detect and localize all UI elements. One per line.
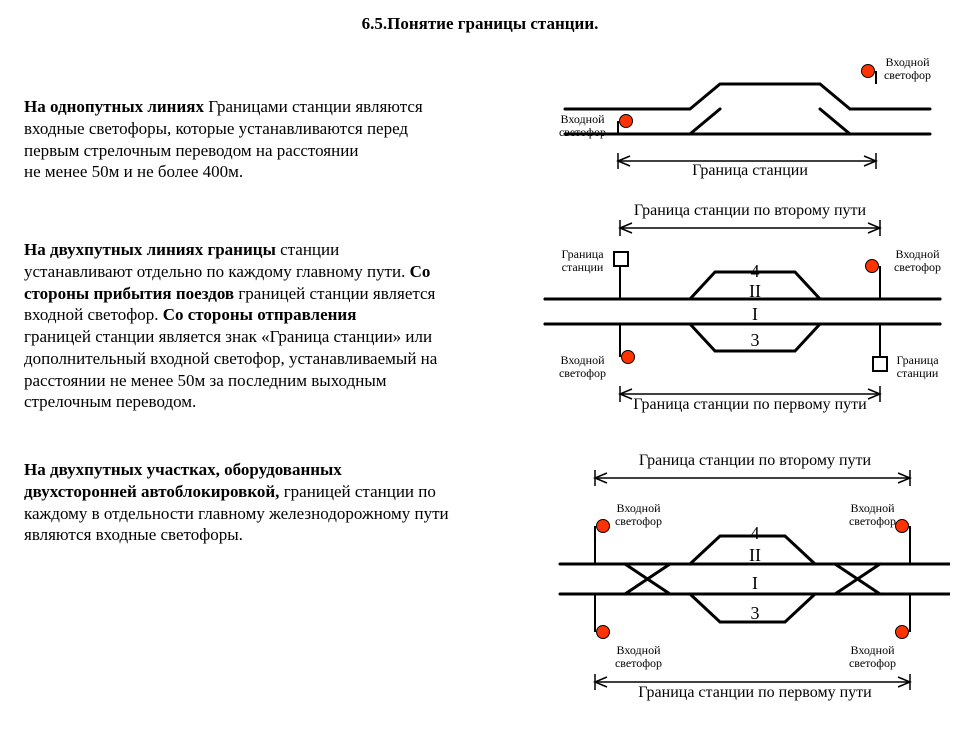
- d2-num3: 3: [740, 330, 770, 351]
- d1-caption: Граница станции: [650, 162, 850, 180]
- p2-b1: На двухпутных линиях границы: [24, 240, 280, 259]
- diagram-1: Входнойсветофор Входнойсветофор Граница …: [560, 49, 935, 181]
- d3-bot-caption: Граница станции по первому пути: [605, 684, 905, 702]
- d3-br: Входнойсветофор: [845, 644, 900, 669]
- p1-text2: не менее 50м и не более 400м.: [24, 162, 243, 181]
- diagram-3: Граница станции по второму пути Граница …: [555, 454, 950, 716]
- para-1: На однопутных линиях Границами станции я…: [24, 96, 444, 183]
- p2-t3: границей станции является знак «Граница …: [24, 327, 437, 411]
- d2-numI: I: [740, 304, 770, 325]
- d2-bl-label: Входнойсветофор: [555, 354, 610, 379]
- d2-tr-label: Входнойсветофор: [890, 248, 945, 273]
- d1-label-right: Входнойсветофор: [880, 56, 935, 81]
- d1-label-left: Входнойсветофор: [555, 113, 610, 138]
- page-title: 6.5.Понятие границы станции.: [0, 14, 960, 34]
- d2-top-caption: Граница станции по второму пути: [600, 202, 900, 220]
- para-3: На двухпутных участках, оборудованных дв…: [24, 459, 454, 546]
- d3-num3: 3: [740, 603, 770, 624]
- diagram-2: Граница станции по второму пути Граница …: [540, 204, 945, 426]
- p2-b3: Со стороны отправления: [163, 305, 357, 324]
- d3-numII: II: [740, 545, 770, 566]
- para-2: На двухпутных линиях границы станции уст…: [24, 239, 444, 413]
- p1-bold: На однопутных линиях: [24, 97, 208, 116]
- d3-tr: Входнойсветофор: [845, 502, 900, 527]
- d2-numII: II: [740, 281, 770, 302]
- d2-br-label: Границастанции: [890, 354, 945, 379]
- d3-numI: I: [740, 573, 770, 594]
- d2-bot-caption: Граница станции по первому пути: [600, 396, 900, 414]
- d3-num4: 4: [740, 523, 770, 544]
- d2-num4: 4: [740, 261, 770, 282]
- d3-tl: Входнойсветофор: [611, 502, 666, 527]
- d3-bl: Входнойсветофор: [611, 644, 666, 669]
- d2-tl-label: Границастанции: [555, 248, 610, 273]
- d3-top-caption: Граница станции по второму пути: [605, 452, 905, 470]
